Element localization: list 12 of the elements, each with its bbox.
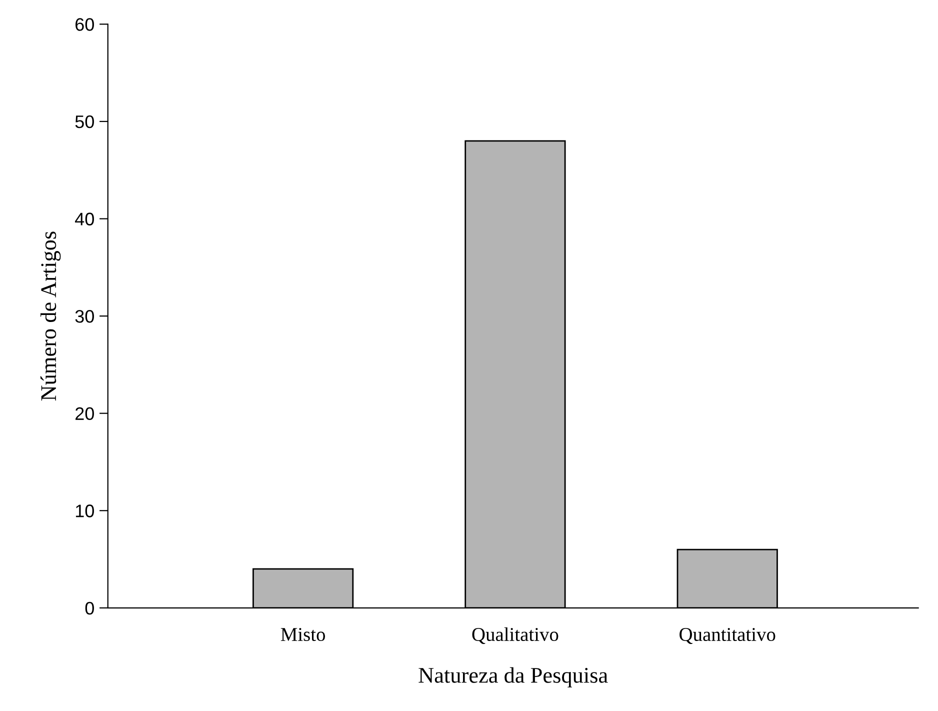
- y-tick-label: 50: [75, 115, 94, 128]
- y-axis-title: Número de Artigos: [40, 232, 61, 401]
- y-tick-label: 0: [85, 602, 94, 615]
- y-tick-label: 40: [75, 212, 94, 226]
- y-tick-label: 20: [76, 407, 94, 420]
- x-tick-label: Quantitativo: [680, 628, 776, 644]
- y-tick-label: 10: [76, 504, 94, 518]
- y-tick-label: 30: [75, 310, 94, 323]
- x-tick-label: Qualitativo: [472, 627, 558, 644]
- x-tick-label: Misto: [280, 628, 325, 642]
- y-tick-label: 60: [76, 18, 94, 31]
- x-axis-title: Natureza da Pesquisa: [418, 667, 608, 688]
